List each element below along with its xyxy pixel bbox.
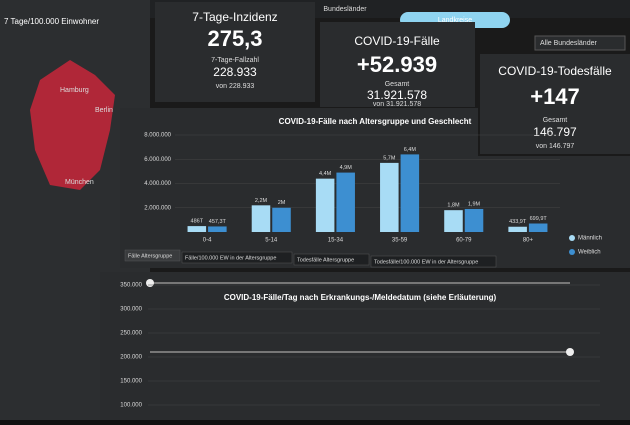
map-title: 7 Tage/100.000 Einwohner xyxy=(4,17,99,26)
value-label: 699,9T xyxy=(530,216,548,222)
bar xyxy=(251,205,271,232)
y-tick-label: 300.000 xyxy=(120,307,142,313)
value-label: 457,3T xyxy=(209,219,227,225)
map-label: Berlin xyxy=(95,107,113,114)
y-tick-label: 250.000 xyxy=(120,331,142,337)
kpi-note: von 146.797 xyxy=(536,143,575,150)
bar-panel xyxy=(478,156,630,268)
y-tick-label: 6.000.000 xyxy=(144,157,171,163)
bar xyxy=(400,154,420,232)
map-label: München xyxy=(65,179,94,186)
x-tick-label: 35-59 xyxy=(392,238,408,244)
kpi-note: von 31.921.578 xyxy=(373,101,421,108)
map-label: Hamburg xyxy=(60,87,89,94)
y-tick-label: 350.000 xyxy=(120,283,142,289)
bar-title: COVID-19-Fälle nach Altersgruppe und Ges… xyxy=(279,117,472,126)
x-tick-label: 5-14 xyxy=(265,238,278,244)
x-tick-label: 0-4 xyxy=(203,238,212,244)
y-tick-label: 200.000 xyxy=(120,355,142,361)
tab[interactable] xyxy=(293,253,370,266)
slider-handle[interactable] xyxy=(566,348,574,356)
y-tick-label: 8.000.000 xyxy=(144,133,171,139)
slider-handle[interactable] xyxy=(146,279,154,287)
kpi-value: +52.939 xyxy=(357,52,437,77)
line-panel xyxy=(100,272,630,420)
tab-label[interactable]: Fälle Altersgruppe xyxy=(128,253,172,259)
kpi-title: 7-Tage-Inzidenz xyxy=(192,10,277,24)
bar xyxy=(315,178,335,232)
kpi-sub-value: 228.933 xyxy=(213,65,257,79)
y-tick-label: 2.000.000 xyxy=(144,205,171,211)
y-tick-label: 100.000 xyxy=(120,403,142,409)
legend-label: Weiblich xyxy=(578,250,601,256)
tab-landkreise[interactable]: Landkreise xyxy=(438,17,472,24)
bar-panel xyxy=(120,108,478,268)
value-label: 6,4M xyxy=(404,147,417,153)
bar xyxy=(272,207,291,232)
kpi-sub-label: 7-Tage-Fallzahl xyxy=(211,57,259,64)
kpi-value: +147 xyxy=(530,84,580,109)
value-label: 1,8M xyxy=(447,203,460,209)
bar xyxy=(187,226,207,232)
kpi-sub-value: 31.921.578 xyxy=(367,88,427,102)
line-title: COVID-19-Fälle/Tag nach Erkrankungs-/Mel… xyxy=(224,293,497,302)
kpi-card: 7-Tage-Inzidenz 275,3 7-Tage-Fallzahl 22… xyxy=(155,2,315,102)
kpi-sub-label: Gesamt xyxy=(385,81,410,88)
tab[interactable] xyxy=(181,251,293,264)
bar xyxy=(336,172,355,232)
kpi-value: 275,3 xyxy=(207,26,262,51)
tab-label[interactable]: Todesfälle Altersgruppe xyxy=(297,257,354,263)
tab-label[interactable]: Fälle/100.000 EW in der Altersgruppe xyxy=(185,255,276,261)
map-germany xyxy=(30,60,115,190)
dropdown[interactable] xyxy=(534,35,626,51)
legend-swatch xyxy=(569,235,575,241)
value-label: 486T xyxy=(191,219,204,225)
bar xyxy=(464,208,484,232)
kpi-sub-label: Gesamt xyxy=(543,117,568,124)
kpi-card: COVID-19-Fälle +52.939 Gesamt 31.921.578… xyxy=(320,22,475,108)
bar xyxy=(380,162,399,232)
kpi-sub-value: 146.797 xyxy=(533,125,577,139)
bar xyxy=(444,210,463,232)
value-label: 433,9T xyxy=(509,219,527,225)
legend-swatch xyxy=(569,249,575,255)
value-label: 1,9M xyxy=(468,201,481,207)
bar xyxy=(208,226,227,232)
value-label: 4,9M xyxy=(340,165,353,171)
kpi-note: von 228.933 xyxy=(216,83,255,90)
legend-label: Männlich xyxy=(578,236,602,242)
value-label: 2,2M xyxy=(255,198,268,204)
tab[interactable] xyxy=(124,249,181,262)
x-tick-label: 60-79 xyxy=(456,238,472,244)
x-tick-label: 15-34 xyxy=(328,238,344,244)
tab-bundeslaender[interactable]: Bundesländer xyxy=(323,6,367,13)
value-label: 4,4M xyxy=(319,171,332,177)
tab-label[interactable]: Todesfälle/100.000 EW in der Altersgrupp… xyxy=(374,259,478,265)
y-tick-label: 4.000.000 xyxy=(144,181,171,187)
y-tick-label: 150.000 xyxy=(120,379,142,385)
kpi-title: COVID-19-Todesfälle xyxy=(498,64,612,78)
value-label: 2M xyxy=(278,200,286,206)
tab[interactable] xyxy=(370,255,497,268)
bar xyxy=(528,223,548,232)
value-label: 5,7M xyxy=(383,155,396,161)
kpi-card: COVID-19-Todesfälle +147 Gesamt 146.797 … xyxy=(480,54,630,154)
dropdown-text[interactable]: Alle Bundesländer xyxy=(540,40,597,47)
kpi-title: COVID-19-Fälle xyxy=(354,34,440,48)
bar xyxy=(508,226,527,232)
x-tick-label: 80+ xyxy=(523,238,534,244)
